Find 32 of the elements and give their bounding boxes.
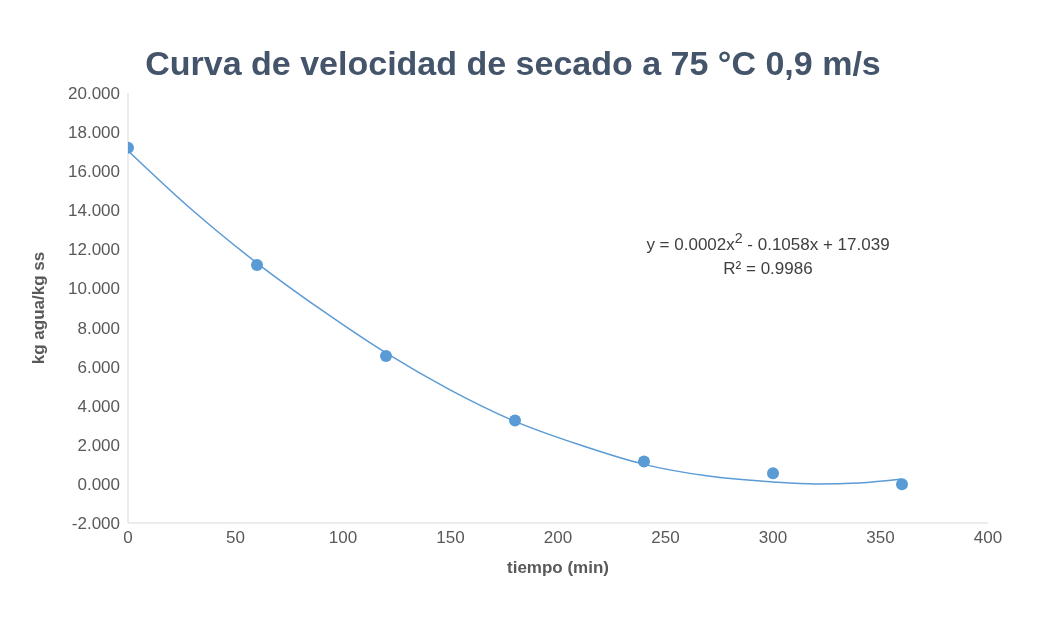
point bbox=[896, 478, 908, 491]
x-axis-title: tiempo (min) bbox=[507, 558, 609, 577]
point bbox=[251, 259, 263, 271]
x-tick-label: 100 bbox=[328, 528, 358, 548]
y-tick-label: 10.000 bbox=[68, 279, 120, 299]
x-tick-label: 300 bbox=[758, 528, 788, 548]
x-tick-label: 0 bbox=[123, 528, 133, 548]
x-tick-label: 400 bbox=[973, 528, 1003, 548]
y-tick-label: 4.000 bbox=[77, 396, 120, 416]
point bbox=[509, 414, 521, 427]
y-tick-label: -2.000 bbox=[71, 514, 120, 534]
y-tick-label: 0.000 bbox=[77, 474, 120, 494]
x-tick-label: 250 bbox=[651, 528, 680, 548]
point bbox=[767, 467, 779, 480]
annotation: R² = 0.9986 bbox=[722, 257, 814, 280]
x-tick-label: 350 bbox=[866, 528, 895, 548]
y-tick-label: 20.000 bbox=[68, 84, 120, 104]
x-tick-label: 200 bbox=[543, 528, 573, 548]
y-tick-label: 14.000 bbox=[68, 201, 120, 221]
x-tick-label: 150 bbox=[436, 528, 465, 548]
chart-title: Curva de velocidad de secado a 75 °C 0,9 m/s bbox=[144, 43, 882, 83]
y-tick-label: 2.000 bbox=[77, 435, 120, 455]
y-axis-title: kg agua/kg ss bbox=[29, 251, 49, 365]
y-tick-label: 16.000 bbox=[68, 162, 120, 182]
y-tick-label: 8.000 bbox=[77, 318, 120, 338]
x-tick-label: 50 bbox=[226, 528, 245, 548]
annotation: y = 0.0002x$^{2}$ - 0.1058x + 17.039 bbox=[645, 229, 891, 256]
y-tick-label: 12.000 bbox=[68, 240, 120, 260]
point bbox=[638, 455, 650, 468]
point bbox=[380, 349, 392, 362]
y-tick-label: 18.000 bbox=[68, 123, 120, 143]
y-tick-label: 6.000 bbox=[77, 357, 120, 377]
